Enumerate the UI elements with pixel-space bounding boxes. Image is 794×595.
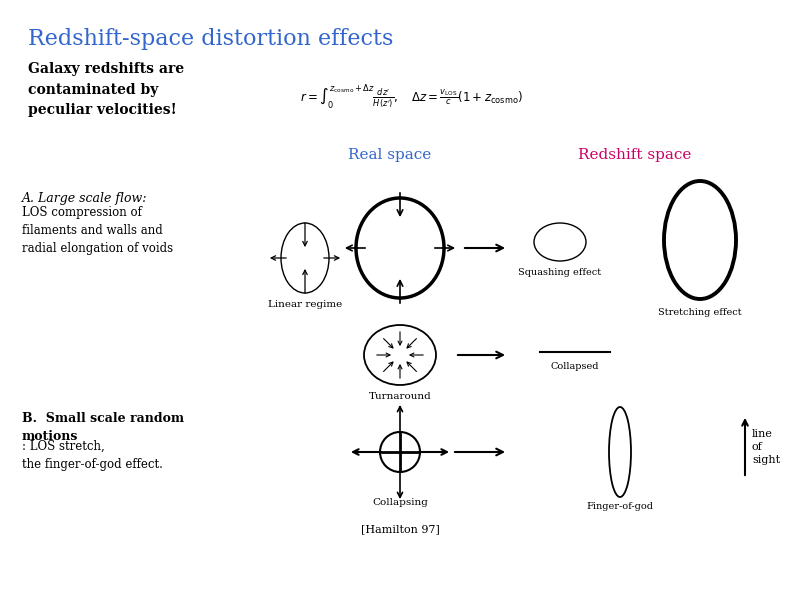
Text: Collapsing: Collapsing (372, 498, 428, 507)
Text: Redshift space: Redshift space (578, 148, 692, 162)
Text: $r = \int_0^{z_{\rm cosmo}+\Delta z} \frac{dz^{\prime}}{H(z^{\prime})}, \quad \D: $r = \int_0^{z_{\rm cosmo}+\Delta z} \fr… (300, 82, 523, 111)
Text: Real space: Real space (349, 148, 432, 162)
Text: Linear regime: Linear regime (268, 300, 342, 309)
Text: Finger-of-god: Finger-of-god (587, 502, 653, 511)
Text: B.  Small scale random
motions: B. Small scale random motions (22, 412, 184, 443)
Text: Squashing effect: Squashing effect (518, 268, 602, 277)
Text: A. Large scale flow:: A. Large scale flow: (22, 192, 148, 205)
Text: Stretching effect: Stretching effect (658, 308, 742, 317)
Text: LOS compression of
filaments and walls and
radial elongation of voids: LOS compression of filaments and walls a… (22, 206, 173, 255)
Text: Galaxy redshifts are
contaminated by
peculiar velocities!: Galaxy redshifts are contaminated by pec… (28, 62, 184, 117)
Text: line
of
sight: line of sight (752, 429, 781, 465)
Text: Collapsed: Collapsed (551, 362, 599, 371)
Text: [Hamilton 97]: [Hamilton 97] (360, 524, 439, 534)
Text: : LOS stretch,
the finger-of-god effect.: : LOS stretch, the finger-of-god effect. (22, 440, 163, 471)
Text: Turnaround: Turnaround (368, 392, 431, 401)
Text: Redshift-space distortion effects: Redshift-space distortion effects (28, 28, 393, 50)
